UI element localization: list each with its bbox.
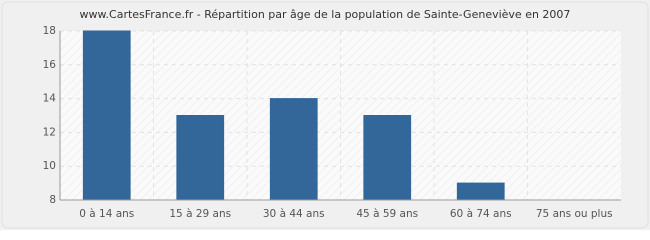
bar: [269, 98, 318, 201]
bar: [363, 115, 412, 201]
page: {"chart_data": {"type": "bar", "title": …: [0, 0, 650, 230]
chart: www.CartesFrance.fr - Répartition par âg…: [0, 0, 650, 230]
plot-area: [60, 31, 621, 200]
x-tick-label: 15 à 29 ans: [169, 208, 231, 220]
x-tick-label: 45 à 59 ans: [356, 208, 418, 220]
x-tick-label: 60 à 74 ans: [450, 208, 512, 220]
y-tick-label: 14: [43, 93, 57, 105]
bar: [176, 115, 225, 201]
y-tick-label: 18: [43, 25, 56, 37]
y-tick-label: 16: [43, 59, 57, 71]
chart-title: www.CartesFrance.fr - Répartition par âg…: [80, 8, 571, 21]
y-tick-label: 12: [43, 126, 56, 138]
x-tick-label: 75 ans ou plus: [536, 208, 613, 220]
y-tick-label: 8: [49, 194, 56, 206]
bar: [456, 182, 505, 201]
bar: [82, 30, 131, 201]
x-tick-label: 0 à 14 ans: [79, 208, 134, 220]
x-tick-label: 30 à 44 ans: [263, 208, 325, 220]
y-tick-label: 10: [43, 160, 56, 172]
